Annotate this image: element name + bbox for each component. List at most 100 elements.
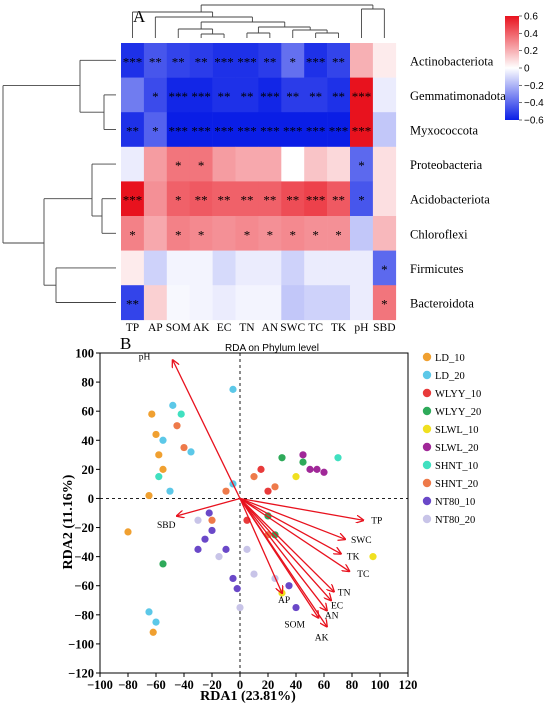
arrow-label: EC [331, 601, 343, 611]
significance-mark: ** [263, 54, 276, 69]
heatmap-cells [121, 43, 397, 321]
heatmap-cell [189, 146, 213, 182]
heatmap-cell [189, 112, 213, 148]
heatmap-cell [304, 112, 328, 148]
data-point [159, 436, 167, 444]
significance-mark: * [312, 227, 319, 242]
data-point [271, 531, 279, 539]
arrow-label: TN [338, 589, 351, 599]
y-tick-label: 20 [82, 463, 95, 477]
heatmap-cell [350, 77, 374, 113]
heatmap-cell [121, 77, 145, 113]
data-point [257, 465, 265, 473]
x-tick-label: 40 [290, 678, 303, 692]
heatmap-cell [121, 216, 145, 251]
legend-swatch [422, 478, 432, 488]
data-point [278, 454, 286, 462]
env-arrow [239, 497, 341, 553]
arrow-label: SWC [351, 536, 372, 546]
column-label: TK [331, 322, 347, 334]
significance-mark: ** [149, 54, 162, 69]
y-tick-label: 0 [88, 492, 94, 506]
significance-mark: * [381, 297, 388, 312]
heatmap-cell [143, 216, 168, 251]
heatmap-cell [281, 285, 305, 321]
significance-mark: *** [306, 193, 326, 208]
row-label: Gemmatimonadota [410, 89, 506, 103]
legend-label: WLYY_20 [435, 407, 481, 418]
rda-panel: B RDA on Phylum level −100 −80 −60 −40 −20 0 2… [61, 334, 481, 703]
legend-swatch [422, 406, 432, 416]
x-tick-label: 0 [237, 678, 243, 692]
legend-label: SLWL_20 [435, 443, 479, 454]
legend-swatch [422, 496, 432, 506]
heatmap-cell [189, 181, 213, 217]
heatmap-cell [258, 146, 282, 182]
significance-mark: ** [286, 193, 299, 208]
heatmap-cell [304, 250, 328, 286]
heatmap-cell [143, 77, 168, 113]
column-label: TN [239, 322, 255, 334]
x-tick-label: −60 [146, 678, 166, 692]
significance-mark: *** [123, 193, 143, 208]
legend-swatch [422, 460, 432, 470]
legend-swatch [422, 514, 432, 524]
significance-mark: *** [191, 124, 211, 139]
x-axis-ticks: −100 −80 −60 −40 −20 0 20 40 60 80 100 120 [87, 673, 417, 692]
significance-mark: *** [214, 54, 234, 69]
data-point [292, 473, 300, 481]
heatmap-cell [166, 181, 190, 217]
arrow-label: pH [139, 352, 151, 362]
data-point [173, 422, 181, 430]
heatmap-cell [304, 146, 328, 182]
heatmap-cell [235, 181, 259, 217]
row-label: Proteobacteria [410, 158, 483, 172]
legend-label: SHNT_10 [435, 461, 478, 472]
significance-mark: ** [172, 54, 185, 69]
heatmap-cell [258, 181, 282, 217]
significance-mark: *** [283, 124, 303, 139]
colorbar-tick-label: −0.2 [524, 81, 544, 92]
heatmap-cell [189, 77, 213, 113]
heatmap-cell [327, 77, 351, 113]
data-point [222, 487, 230, 495]
heatmap-cell [372, 112, 397, 148]
column-label: AN [262, 322, 279, 334]
heatmap-cell [304, 216, 328, 251]
colorbar-tick-label: −0.4 [524, 98, 544, 109]
heatmap-cell [327, 216, 351, 251]
heatmap-cell [189, 216, 213, 251]
column-label: SOM [166, 322, 191, 334]
arrow-label: AP [278, 596, 290, 606]
heatmap-cell [327, 181, 351, 217]
data-point [152, 430, 160, 439]
heatmap-cell [121, 285, 145, 321]
heatmap-cell [143, 181, 168, 217]
significance-mark: ** [286, 89, 299, 104]
data-point [292, 603, 300, 612]
data-point [194, 545, 202, 553]
heatmap-cell [372, 43, 397, 78]
significance-mark: * [358, 158, 365, 173]
data-point [155, 473, 163, 481]
env-arrow [239, 497, 349, 571]
heatmap-cell [121, 250, 145, 286]
heatmap-cell [350, 43, 374, 78]
heatmap-cell [143, 285, 168, 321]
data-point [145, 608, 153, 616]
y-axis-ticks: 100 80 60 40 20 0 −20 −40 −60 −80 −100 −120 [68, 347, 100, 681]
heatmap-cell [235, 250, 259, 286]
heatmap-cell [350, 216, 374, 251]
legend-swatch [422, 424, 432, 434]
data-point [313, 465, 321, 473]
significance-mark: ** [332, 54, 345, 69]
significance-mark: * [175, 227, 182, 242]
heatmap-cell [281, 250, 305, 286]
env-arrow [239, 498, 318, 617]
significance-mark: ** [332, 89, 345, 104]
legend-swatch [422, 352, 432, 362]
heatmap-cell [327, 112, 351, 148]
significance-mark: *** [306, 124, 326, 139]
heatmap-cell [304, 181, 328, 217]
